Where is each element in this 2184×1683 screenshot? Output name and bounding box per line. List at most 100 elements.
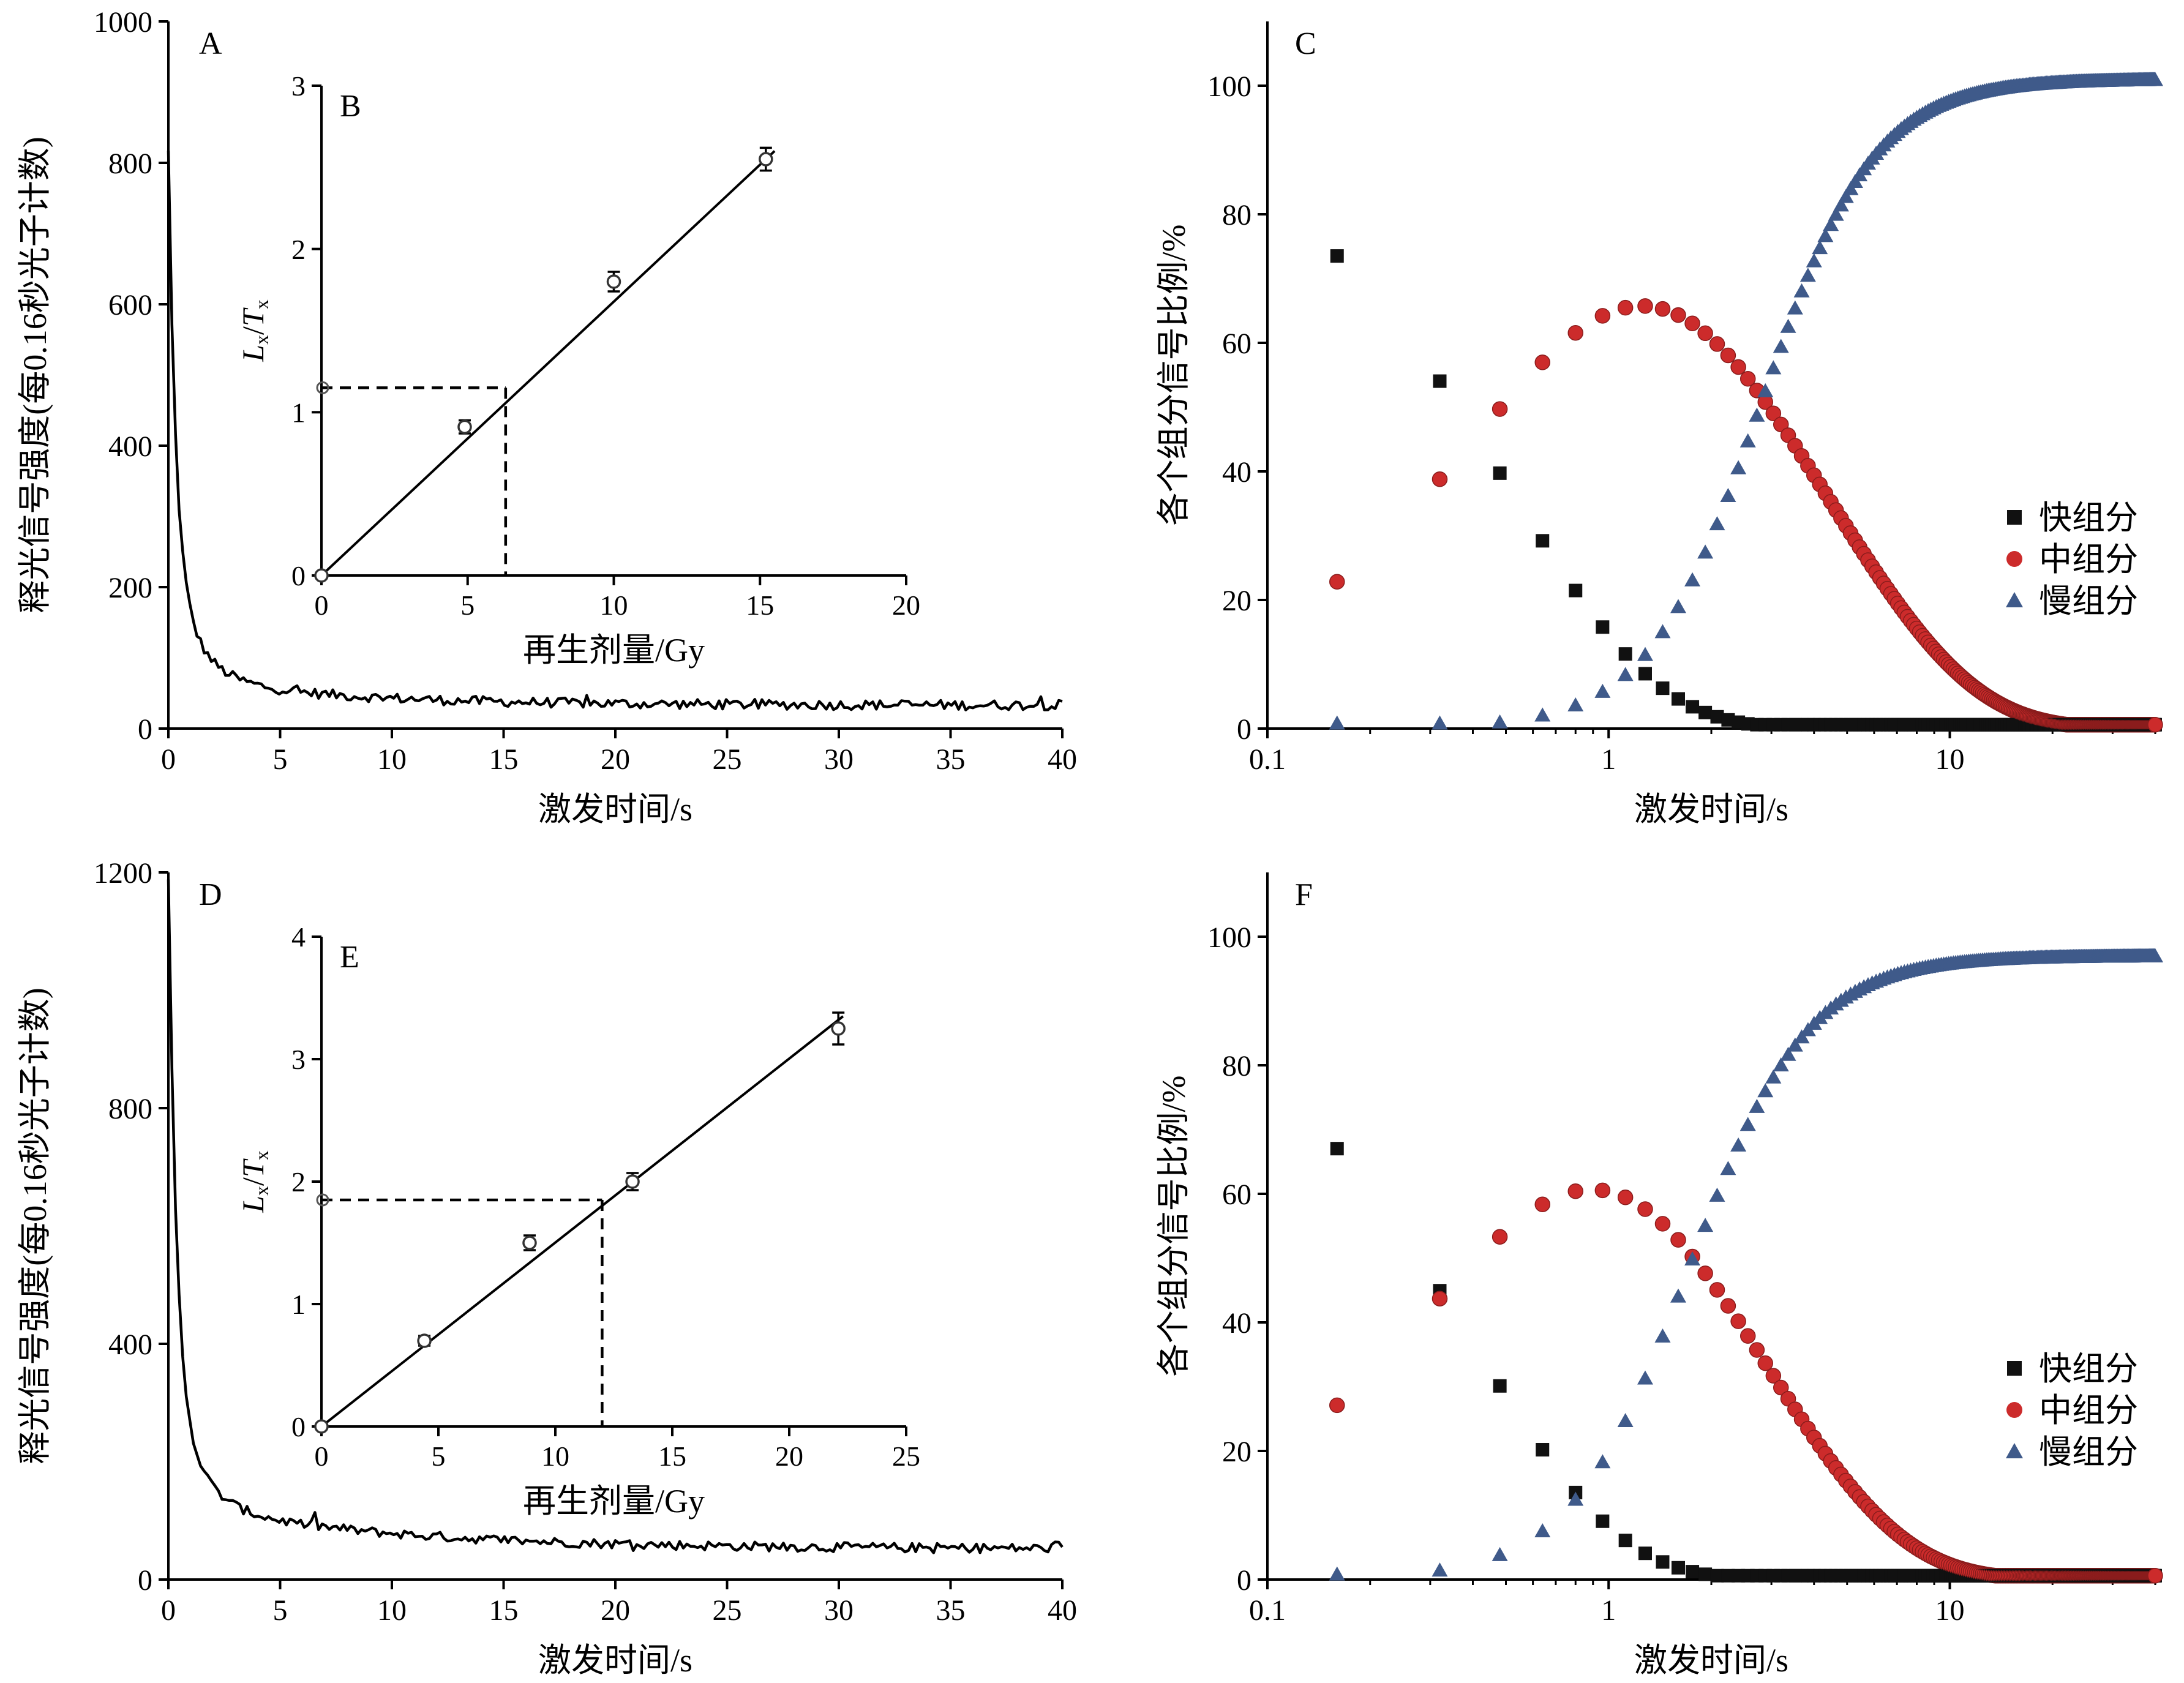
slow-component-marker (1432, 715, 1448, 730)
x-tick-label: 5 (273, 743, 288, 776)
medium-component-marker (1773, 416, 1789, 433)
medium-component-marker (1567, 324, 1583, 341)
panel-label: B (340, 89, 361, 124)
slow-component-marker (1793, 283, 1810, 298)
slow-component-marker (1842, 181, 1859, 195)
y-tick-label: 80 (1222, 199, 1251, 231)
slow-component-marker (1709, 1187, 1725, 1202)
slow-component-marker (1765, 1069, 1782, 1084)
slow-component-marker (1780, 318, 1796, 333)
fast-component-marker (1596, 620, 1610, 634)
slow-component-marker (1828, 206, 1844, 221)
slow-component-marker (1594, 683, 1611, 698)
y-tick-label: 800 (108, 148, 152, 180)
y-tick-label: 1200 (94, 857, 152, 890)
x-axis-label: 激发时间/s (538, 1642, 692, 1679)
x-tick-label: 1 (1601, 1594, 1616, 1627)
x-tick-label: 5 (432, 1441, 446, 1472)
legend-label: 中组分 (2039, 541, 2138, 578)
y-tick-label: 0 (291, 560, 306, 591)
legend-label: 慢组分 (2039, 583, 2138, 620)
slow-component-marker (1329, 1566, 1345, 1581)
slow-component-marker (1720, 487, 1736, 502)
slow-component-marker (1730, 1137, 1747, 1152)
x-tick-label: 10 (377, 1594, 407, 1627)
panel-d: 0 5 10 15 20 25 30 35 4004008001200激发时间/s释光信号强度(… (17, 857, 1077, 1679)
slow-component-marker (2147, 72, 2163, 86)
y-tick-label: 40 (1222, 1307, 1251, 1340)
slow-component-marker (1817, 228, 1834, 242)
panel-a: 0 5 10 15 20 25 30 35 4002004006008001000激发时间/s释… (17, 6, 1077, 828)
y-tick-label: 0 (138, 1564, 152, 1597)
medium-component-marker (1739, 370, 1756, 387)
slow-component-marker (1654, 1328, 1671, 1343)
slow-component-marker (1617, 667, 1634, 681)
y-tick-label: 2 (291, 1166, 306, 1198)
slow-component-marker (1749, 407, 1765, 422)
x-tick-label: 35 (936, 743, 966, 776)
panel-label: C (1295, 26, 1316, 61)
medium-component-marker (1329, 574, 1345, 590)
y-tick-label: 2 (291, 234, 306, 265)
x-tick-label: 30 (824, 743, 854, 776)
x-tick-label: 0.1 (1249, 1594, 1286, 1627)
slow-component-marker (1567, 1491, 1584, 1506)
slow-component-marker (1637, 647, 1653, 661)
x-tick-label: 10 (377, 743, 407, 776)
medium-component-marker (1709, 1282, 1725, 1298)
y-tick-label: 20 (1222, 1436, 1251, 1468)
y-tick-label: 100 (1207, 70, 1251, 103)
medium-component-marker (2147, 1567, 2163, 1584)
fast-component-marker (1656, 1555, 1670, 1569)
medium-component-marker (2147, 716, 2163, 733)
y-axis-label-part: x (250, 335, 272, 345)
fast-component-marker (1686, 700, 1700, 714)
y-tick-label: 20 (1222, 585, 1251, 617)
x-tick-label: 0 (161, 743, 176, 776)
x-axis-label: 激发时间/s (538, 791, 692, 828)
fast-component-marker (1330, 249, 1344, 263)
slow-component-marker (1793, 1029, 1810, 1044)
y-axis-label: 释光信号强度(每0.16秒光子计数) (17, 988, 53, 1464)
x-tick-label: 20 (601, 743, 630, 776)
panel-label: A (199, 26, 222, 61)
legend-fast-marker (2007, 510, 2022, 525)
slow-component-marker (1833, 197, 1849, 212)
x-tick-label: 0 (161, 1594, 176, 1627)
y-axis-label: 释光信号强度(每0.16秒光子计数) (17, 137, 53, 613)
slow-component-marker (1837, 189, 1854, 203)
fast-component-marker (1671, 692, 1685, 706)
fast-component-marker (1698, 705, 1713, 719)
x-tick-label: 1 (1601, 743, 1616, 776)
x-tick-label: 40 (1048, 743, 1077, 776)
y-tick-label: 4 (291, 921, 306, 953)
medium-component-marker (1697, 1265, 1713, 1281)
x-tick-label: 15 (489, 743, 519, 776)
slow-component-marker (1697, 544, 1714, 559)
fast-component-marker (1569, 583, 1583, 598)
y-tick-label: 0 (1237, 1564, 1251, 1597)
panel-c: 0.1 1 10020406080100快组分中组分慢组分激发时间/s各个组分信号比… (1155, 21, 2163, 828)
y-axis-label-part: / (236, 1177, 270, 1186)
slow-component-marker (1617, 1413, 1634, 1428)
slow-component-marker (1594, 1454, 1611, 1469)
y-tick-label: 1 (291, 397, 306, 428)
x-tick-label: 30 (824, 1594, 854, 1627)
x-tick-label: 20 (775, 1441, 803, 1472)
x-tick-label: 0 (315, 590, 329, 621)
legend-label: 慢组分 (2039, 1434, 2138, 1471)
fit-line (320, 150, 776, 577)
legend-label: 快组分 (2039, 500, 2138, 536)
y-axis-label: 各个组分信号比例/% (1155, 225, 1192, 526)
x-tick-label: 20 (601, 1594, 630, 1627)
slow-component-marker (1739, 1117, 1756, 1131)
panel-f: 0.1 1 10020406080100快组分中组分慢组分激发时间/s各个组分信号比… (1155, 872, 2163, 1679)
x-axis-label: 激发时间/s (1634, 1642, 1788, 1679)
y-tick-label: 0 (291, 1411, 306, 1442)
fast-component-marker (1710, 710, 1724, 724)
medium-component-marker (1765, 405, 1782, 421)
y-tick-label: 40 (1222, 456, 1251, 489)
x-tick-label: 0 (315, 1441, 329, 1472)
slow-component-marker (1730, 460, 1747, 474)
medium-component-marker (1432, 471, 1448, 487)
